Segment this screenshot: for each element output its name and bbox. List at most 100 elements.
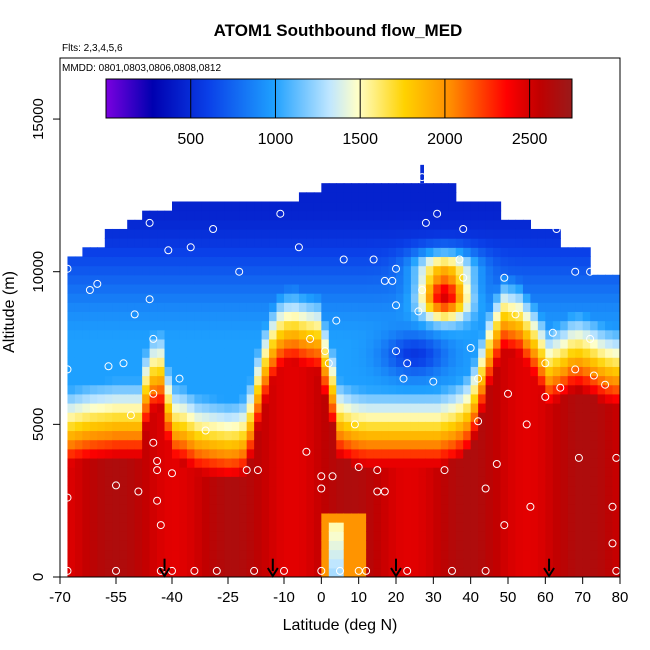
observation-point <box>362 566 371 575</box>
field-cell <box>179 247 188 258</box>
field-cell <box>493 265 502 276</box>
field-cell <box>530 329 539 340</box>
field-cell <box>433 283 442 294</box>
field-cell <box>284 375 293 386</box>
field-cell <box>127 338 136 349</box>
flight-arrow-head <box>158 567 171 578</box>
field-cell <box>201 448 210 459</box>
field-cell <box>433 503 442 514</box>
field-cell <box>433 329 442 340</box>
field-cell <box>545 302 554 312</box>
field-cell <box>216 540 225 551</box>
field-cell <box>373 256 382 267</box>
field-cell <box>358 503 367 514</box>
field-cell <box>254 384 263 395</box>
field-cell <box>149 384 158 395</box>
field-cell <box>164 375 173 386</box>
field-cell <box>104 476 113 487</box>
field-cell <box>82 375 91 386</box>
field-cell <box>97 293 106 303</box>
field-cell <box>112 567 121 577</box>
field-cell <box>597 366 606 377</box>
field-cell <box>597 439 606 450</box>
field-cell <box>134 384 143 395</box>
field-cell <box>82 412 91 422</box>
field-cell <box>172 201 181 212</box>
field-cell <box>134 302 143 312</box>
field-cell <box>366 348 375 358</box>
field-cell <box>351 265 360 276</box>
field-cell <box>545 485 554 496</box>
field-cell <box>500 448 509 459</box>
field-cell <box>418 512 427 523</box>
field-cell <box>291 402 300 413</box>
field-cell <box>351 219 360 230</box>
field-cell <box>119 430 128 441</box>
field-cell <box>67 531 76 541</box>
field-cell <box>127 512 136 523</box>
field-cell <box>470 412 479 422</box>
field-cell <box>336 219 345 230</box>
field-cell <box>179 201 188 212</box>
heatmap-field <box>67 164 620 577</box>
field-cell <box>381 338 390 349</box>
field-cell <box>358 247 367 258</box>
field-cell <box>396 302 405 312</box>
field-cell <box>321 210 330 221</box>
field-cell <box>455 320 464 331</box>
field-cell <box>254 439 263 450</box>
field-cell <box>284 393 293 404</box>
field-cell <box>597 311 606 322</box>
field-cell <box>194 476 203 487</box>
field-cell <box>179 228 188 239</box>
field-cell <box>537 476 546 487</box>
field-cell <box>127 320 136 331</box>
field-cell <box>209 549 218 560</box>
field-cell <box>269 283 278 294</box>
field-cell <box>321 402 330 413</box>
field-cell <box>89 522 98 532</box>
field-cell <box>321 476 330 487</box>
field-cell <box>418 201 427 212</box>
field-cell <box>381 238 390 248</box>
field-cell <box>552 421 561 432</box>
field-cell <box>209 366 218 377</box>
field-cell <box>74 439 83 450</box>
field-cell <box>336 357 345 367</box>
field-cell <box>381 366 390 377</box>
field-cell <box>186 320 195 331</box>
field-cell <box>291 512 300 523</box>
field-cell <box>508 357 517 367</box>
field-cell <box>67 283 76 294</box>
field-cell <box>470 247 479 258</box>
field-cell <box>612 430 620 441</box>
field-cell <box>291 457 300 468</box>
field-cell <box>463 219 472 230</box>
field-cell <box>552 412 561 422</box>
field-cell <box>605 283 614 294</box>
field-cell <box>351 366 360 377</box>
field-cell <box>284 228 293 239</box>
field-cell <box>254 558 263 569</box>
field-cell <box>388 183 397 193</box>
field-cell <box>142 302 151 312</box>
field-cell <box>515 238 524 248</box>
field-cell <box>209 219 218 230</box>
observation-point <box>418 286 427 294</box>
field-cell <box>246 494 255 505</box>
field-cell <box>597 393 606 404</box>
field-cell <box>515 384 524 395</box>
field-cell <box>127 439 136 450</box>
field-cell <box>373 567 382 577</box>
field-cell <box>500 302 509 312</box>
field-cell <box>410 540 419 551</box>
field-cell <box>104 302 113 312</box>
field-cell <box>142 421 151 432</box>
field-cell <box>463 393 472 404</box>
field-cell <box>448 439 457 450</box>
field-cell <box>448 210 457 221</box>
field-cell <box>216 293 225 303</box>
field-cell <box>321 283 330 294</box>
field-cell <box>440 494 449 505</box>
field-cell <box>216 210 225 221</box>
